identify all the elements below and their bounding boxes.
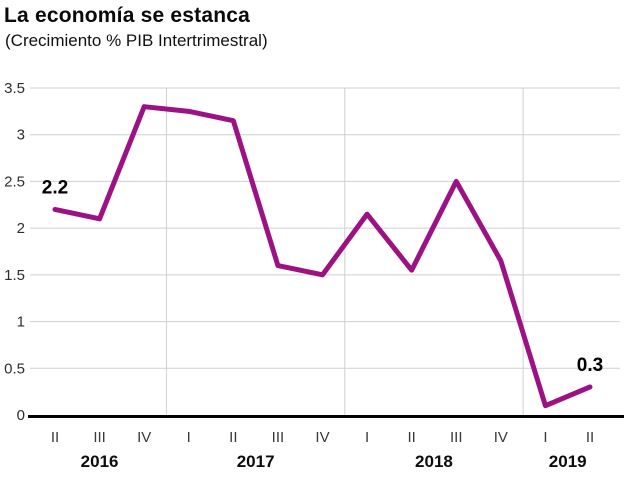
year-label: 2019	[549, 452, 587, 471]
quarter-label: III	[450, 429, 463, 446]
y-tick-label: 3	[17, 127, 25, 144]
quarter-label: III	[93, 429, 106, 446]
year-label: 2018	[415, 452, 453, 471]
point-annotation: 2.2	[42, 177, 68, 198]
point-annotation: 0.3	[577, 355, 603, 376]
y-tick-label: 0	[17, 407, 25, 424]
quarter-label: II	[229, 429, 237, 446]
quarter-label: IV	[315, 429, 329, 446]
gdp-line	[52, 104, 593, 409]
quarter-label: IV	[137, 429, 151, 446]
quarter-label: IV	[494, 429, 508, 446]
y-tick-label: 2.5	[4, 173, 25, 190]
y-tick-label: 0.5	[4, 360, 25, 377]
quarter-label: II	[407, 429, 415, 446]
quarter-label: II	[586, 429, 594, 446]
year-label: 2016	[81, 452, 119, 471]
y-tick-label: 1.5	[4, 267, 25, 284]
quarter-label: II	[51, 429, 59, 446]
quarter-label: III	[272, 429, 285, 446]
y-tick-label: 3.5	[4, 80, 25, 97]
quarter-label: I	[365, 429, 369, 446]
quarter-label: I	[187, 429, 191, 446]
chart-title: La economía se estanca	[4, 4, 251, 27]
quarter-label: I	[543, 429, 547, 446]
year-label: 2017	[237, 452, 275, 471]
y-tick-label: 2	[17, 220, 25, 237]
chart-subtitle: (Crecimiento % PIB Intertrimestral)	[5, 31, 268, 50]
y-tick-label: 1	[17, 314, 25, 331]
